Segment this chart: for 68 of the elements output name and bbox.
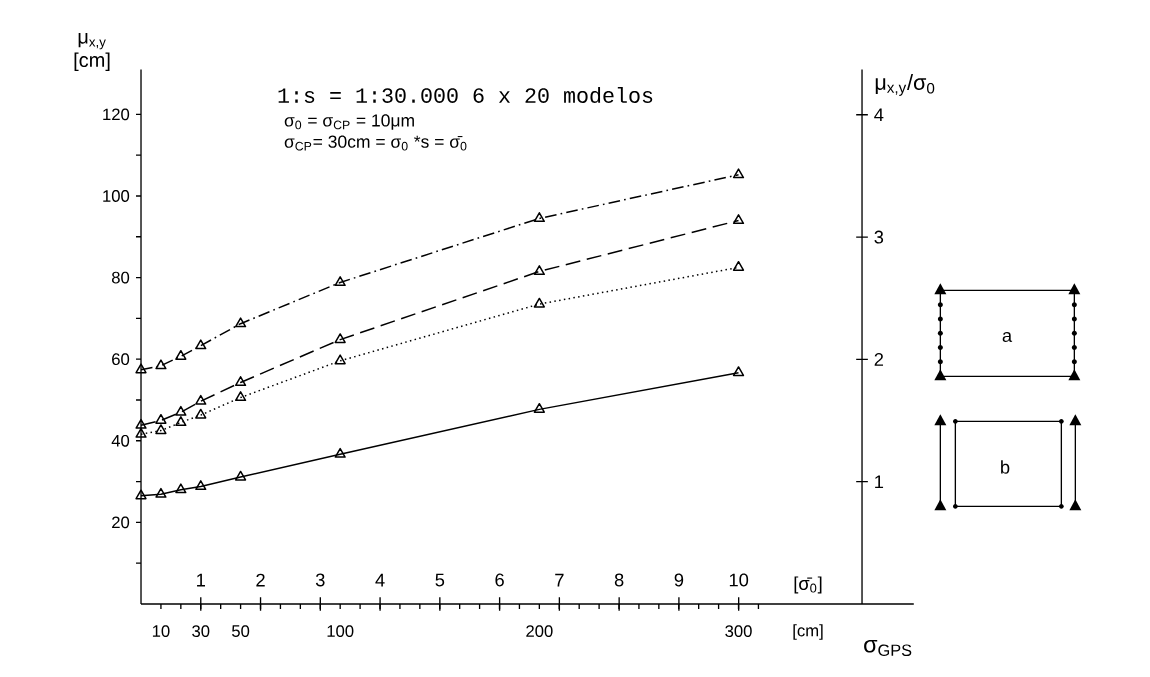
y-tick-label: 40 (111, 434, 130, 447)
point (234, 376, 247, 387)
x2-tick-label: 3 (315, 573, 325, 587)
x-tick-label: 300 (725, 625, 752, 637)
annotation: σ$_{0}$ = σ$_{CP}$ = 10μm (284, 114, 414, 130)
point (234, 470, 247, 481)
point (334, 333, 346, 344)
x-tick-label: 10 (152, 625, 170, 637)
text: [cm] (793, 624, 823, 640)
point (334, 447, 346, 458)
point (732, 214, 745, 225)
x-tick-label: 50 (232, 625, 250, 637)
y2-tick-label: 2 (874, 352, 884, 366)
y2-tick-label: 1 (875, 475, 884, 488)
point (195, 480, 207, 491)
x2-tick-label: 4 (375, 573, 385, 587)
x2-tick-label: 9 (674, 573, 684, 587)
point (155, 487, 167, 498)
point (155, 359, 167, 370)
annotation: σ$_{CP}$= 30cm = σ$_{0}$ *s = σ̄$_{0}$ (284, 135, 467, 151)
y-axis-title: μ$_{x,y}$ [cm] (74, 32, 110, 72)
point (175, 416, 187, 427)
point (334, 354, 346, 365)
text: a (1002, 331, 1013, 343)
y-tick-label: 120 (103, 108, 130, 121)
x-tick-label: 200 (526, 625, 553, 637)
x2-tick-label: 2 (256, 573, 265, 587)
y-tick-label: 20 (112, 516, 130, 529)
y2-axis-title: μ$_{x,y}$/σ$_{0}$ (875, 74, 935, 96)
point (334, 276, 346, 287)
y-tick-label: 80 (111, 271, 130, 284)
point (135, 363, 147, 374)
point (234, 391, 247, 402)
x2-tick-label: 1 (197, 573, 205, 587)
point (135, 418, 147, 429)
point (155, 424, 167, 435)
point (175, 483, 187, 494)
y-tick-label: 100 (103, 190, 130, 202)
point (732, 260, 745, 271)
x-tick-label: 100 (327, 625, 354, 637)
point (135, 427, 147, 438)
point (175, 405, 187, 416)
x-tick-label: 30 (192, 625, 210, 637)
y2-tick-label: 4 (874, 108, 884, 122)
y-tick-label: 60 (112, 353, 130, 366)
point (732, 366, 745, 377)
x2-tick-label: 5 (435, 573, 445, 587)
x2-axis-title: [σ̄$_{0}$] (794, 576, 822, 594)
point (175, 349, 187, 360)
y2-tick-label: 3 (874, 230, 884, 244)
point (234, 317, 247, 328)
point (533, 402, 546, 413)
x2-tick-label: 8 (614, 573, 624, 587)
text: b (1001, 460, 1010, 474)
x2-tick-label: 10 (729, 573, 749, 587)
point (533, 212, 546, 223)
point (195, 339, 207, 350)
point (195, 394, 207, 405)
point (195, 408, 207, 419)
x2-tick-label: 6 (495, 573, 504, 587)
point (732, 168, 745, 179)
point (533, 265, 546, 276)
point (155, 413, 167, 424)
point (135, 489, 147, 500)
x2-tick-label: 7 (555, 573, 564, 587)
x-axis-title: σ$_{GPS}$ (864, 639, 912, 657)
point (533, 297, 546, 308)
annotation: 1:s = 1:30.000 6 x 20 modelos (278, 86, 653, 103)
